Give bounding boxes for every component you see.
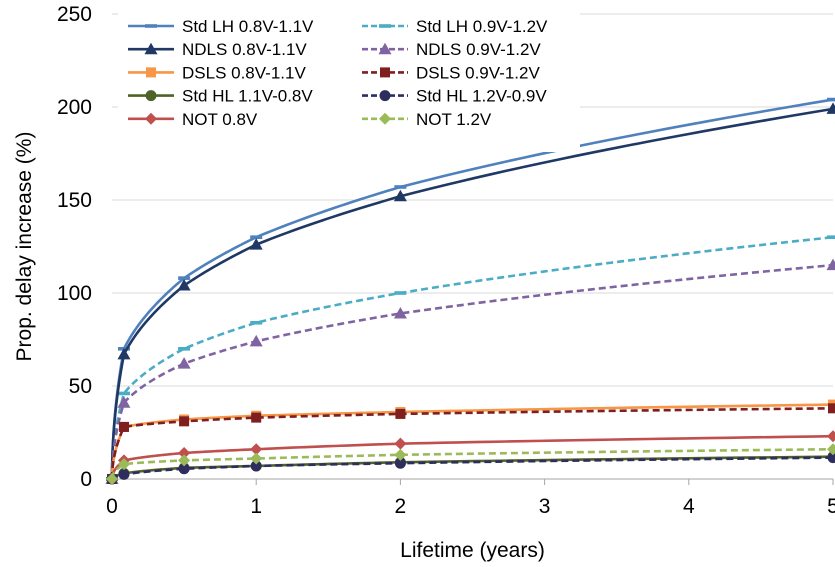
data-point: [179, 416, 189, 426]
data-point: [828, 403, 835, 413]
y-tick-label: 200: [57, 96, 92, 119]
legend-label: DSLS 0.8V-1.1V: [182, 63, 306, 82]
x-tick-label: 4: [683, 495, 695, 518]
series-line: [112, 408, 833, 479]
x-axis-title: Lifetime (years): [400, 539, 545, 562]
data-point: [178, 347, 190, 351]
data-point: [117, 396, 130, 408]
legend-swatch-marker: [380, 90, 391, 101]
x-tick-label: 1: [250, 495, 262, 518]
data-point: [250, 321, 262, 325]
data-point: [394, 438, 406, 450]
data-point: [827, 259, 835, 271]
data-point: [118, 392, 130, 396]
series-0: [106, 98, 835, 481]
y-tick-label: 100: [57, 282, 92, 305]
data-point: [251, 413, 261, 423]
legend-swatch-marker: [146, 67, 156, 77]
series-line: [112, 265, 833, 479]
legend-label: Std HL 1.1V-0.8V: [182, 87, 313, 106]
y-axis-title: Prop. delay increase (%): [13, 132, 36, 362]
legend-swatch-marker: [145, 24, 157, 28]
data-point: [827, 102, 835, 114]
data-point: [827, 235, 835, 239]
legend-swatch-marker: [146, 90, 157, 101]
x-tick-label: 0: [106, 495, 118, 518]
series-lines: [106, 98, 835, 485]
legend-label: Std LH 0.9V-1.2V: [416, 17, 548, 36]
legend-label: NOT 0.8V: [182, 110, 258, 129]
legend-label: Std HL 1.2V-0.9V: [416, 87, 547, 106]
legend-label: NOT 1.2V: [416, 110, 492, 129]
series-line: [112, 109, 833, 479]
legend-label: NDLS 0.8V-1.1V: [182, 40, 307, 59]
series-line: [112, 100, 833, 479]
legend: Std LH 0.8V-1.1V Std LH 0.9V-1.2V NDLS 0.8…: [118, 12, 580, 152]
series-5: [107, 403, 835, 484]
legend-swatch-marker: [379, 24, 391, 28]
data-point: [394, 185, 406, 189]
data-point: [395, 409, 405, 419]
y-tick-label: 250: [57, 3, 92, 26]
x-tick-label: 2: [395, 495, 407, 518]
data-point: [118, 469, 129, 480]
y-tick-label: 0: [80, 468, 92, 491]
series-line: [112, 449, 833, 479]
legend-label: NDLS 0.9V-1.2V: [416, 40, 541, 59]
data-point: [394, 291, 406, 295]
data-point: [250, 335, 263, 347]
x-tick-label: 3: [539, 495, 551, 518]
legend-label: Std LH 0.8V-1.1V: [182, 17, 314, 36]
data-point: [827, 98, 835, 102]
y-tick-label: 150: [57, 189, 92, 212]
x-tick-label: 5: [827, 495, 835, 518]
data-point: [119, 422, 129, 432]
series-1: [106, 235, 835, 480]
y-tick-label: 50: [69, 375, 92, 398]
data-point: [827, 430, 835, 442]
legend-swatch-marker: [380, 67, 390, 77]
legend-label: DSLS 0.9V-1.2V: [416, 63, 540, 82]
